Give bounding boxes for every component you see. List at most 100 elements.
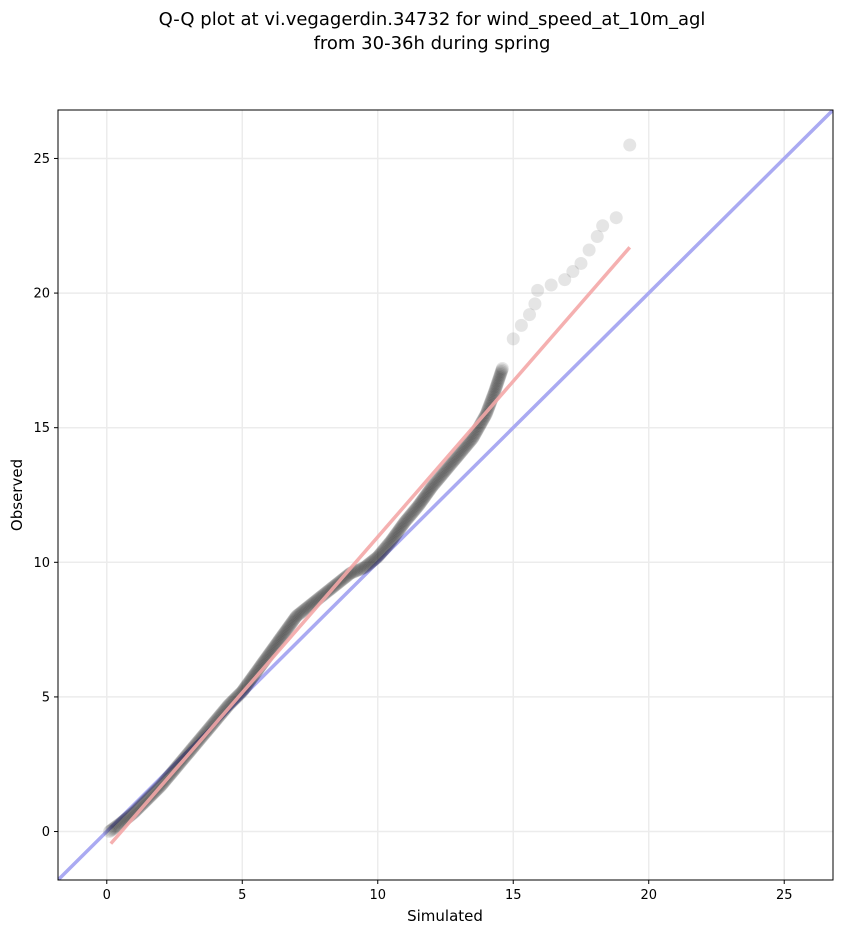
qq-point (447, 454, 461, 468)
qq-point (432, 471, 446, 485)
qq-point (413, 496, 427, 510)
qq-point (378, 541, 392, 555)
qq-point (416, 492, 430, 506)
qq-point (491, 374, 505, 388)
qq-point (395, 519, 409, 533)
qq-point (407, 504, 421, 518)
qq-point (531, 283, 545, 297)
qq-point (377, 542, 391, 556)
qq-point (356, 561, 370, 575)
qq-point (222, 698, 236, 712)
qq-point (367, 553, 381, 567)
qq-point (494, 364, 508, 378)
qq-point (398, 515, 412, 529)
qq-point (363, 556, 377, 570)
qq-point (425, 480, 439, 494)
scatter-points (102, 138, 637, 839)
qq-point (488, 384, 502, 398)
qq-point (275, 629, 289, 643)
qq-point (430, 474, 444, 488)
qq-point (452, 448, 466, 462)
qq-point (287, 613, 301, 627)
qq-point (483, 398, 497, 412)
x-tick-label: 5 (238, 888, 246, 903)
qq-point (623, 138, 637, 152)
qq-point (466, 430, 480, 444)
qq-point (111, 818, 125, 832)
qq-point (415, 494, 429, 508)
qq-point (465, 433, 479, 447)
qq-point (376, 544, 390, 558)
qq-point (491, 375, 505, 389)
qq-point (340, 569, 354, 583)
qq-point (414, 495, 428, 509)
y-tick-label: 25 (33, 152, 50, 167)
qq-point (280, 623, 294, 637)
qq-point (433, 470, 447, 484)
qq-point (406, 505, 420, 519)
qq-point (443, 459, 457, 473)
qq-point (590, 230, 604, 244)
qq-point (282, 619, 296, 633)
qq-point (453, 446, 467, 460)
qq-point (296, 604, 310, 618)
x-tick-label: 10 (369, 888, 386, 903)
qq-point (428, 476, 442, 490)
qq-point (388, 529, 402, 543)
x-tick-label: 25 (776, 888, 793, 903)
qq-point (109, 819, 123, 833)
qq-point (297, 603, 311, 617)
qq-point (444, 458, 458, 472)
qq-point (457, 441, 471, 455)
qq-point (133, 800, 147, 814)
qq-point (411, 499, 425, 513)
qq-point (404, 507, 418, 521)
qq-point (410, 500, 424, 514)
qq-point (462, 435, 476, 449)
qq-point (396, 517, 410, 531)
qq-point (448, 453, 462, 467)
qq-point (455, 444, 469, 458)
y-tick-label: 5 (42, 690, 50, 705)
qq-point (384, 534, 398, 548)
qq-point (477, 412, 491, 426)
qq-point (129, 803, 143, 817)
qq-point (458, 440, 472, 454)
qq-point (279, 624, 293, 638)
qq-point (284, 617, 298, 631)
qq-point (246, 669, 260, 683)
qq-point (490, 378, 504, 392)
qq-point (392, 524, 406, 538)
qq-point (596, 219, 610, 233)
qq-point (244, 672, 258, 686)
axis-ticks: 0 5 10 15 20 25 0 5 10 15 20 25 (33, 152, 792, 903)
qq-point (492, 372, 506, 386)
chart-title-line-1: Q-Q plot at vi.vegagerdin.34732 for wind… (159, 9, 706, 30)
qq-point (408, 502, 422, 516)
qq-point (487, 386, 501, 400)
plot-frame (57, 109, 834, 881)
qq-point (112, 817, 126, 831)
qq-point (489, 381, 503, 395)
qq-point (274, 631, 288, 645)
qq-point (131, 801, 145, 815)
qq-point (450, 450, 464, 464)
qq-point (289, 610, 303, 624)
qq-point (108, 821, 122, 834)
qq-point (104, 824, 118, 838)
qq-point (362, 557, 376, 571)
qq-point (386, 531, 400, 545)
qq-point (302, 599, 316, 613)
qq-point (370, 551, 384, 565)
qq-point (426, 479, 440, 493)
qq-point (431, 472, 445, 486)
qq-point (320, 585, 334, 599)
x-tick-label: 20 (640, 888, 657, 903)
qq-point (401, 511, 415, 525)
qq-point (393, 521, 407, 535)
qq-point (105, 823, 119, 837)
qq-point (341, 568, 355, 582)
qq-point (391, 525, 405, 539)
qq-point (544, 278, 558, 292)
x-tick-label: 15 (505, 888, 522, 903)
